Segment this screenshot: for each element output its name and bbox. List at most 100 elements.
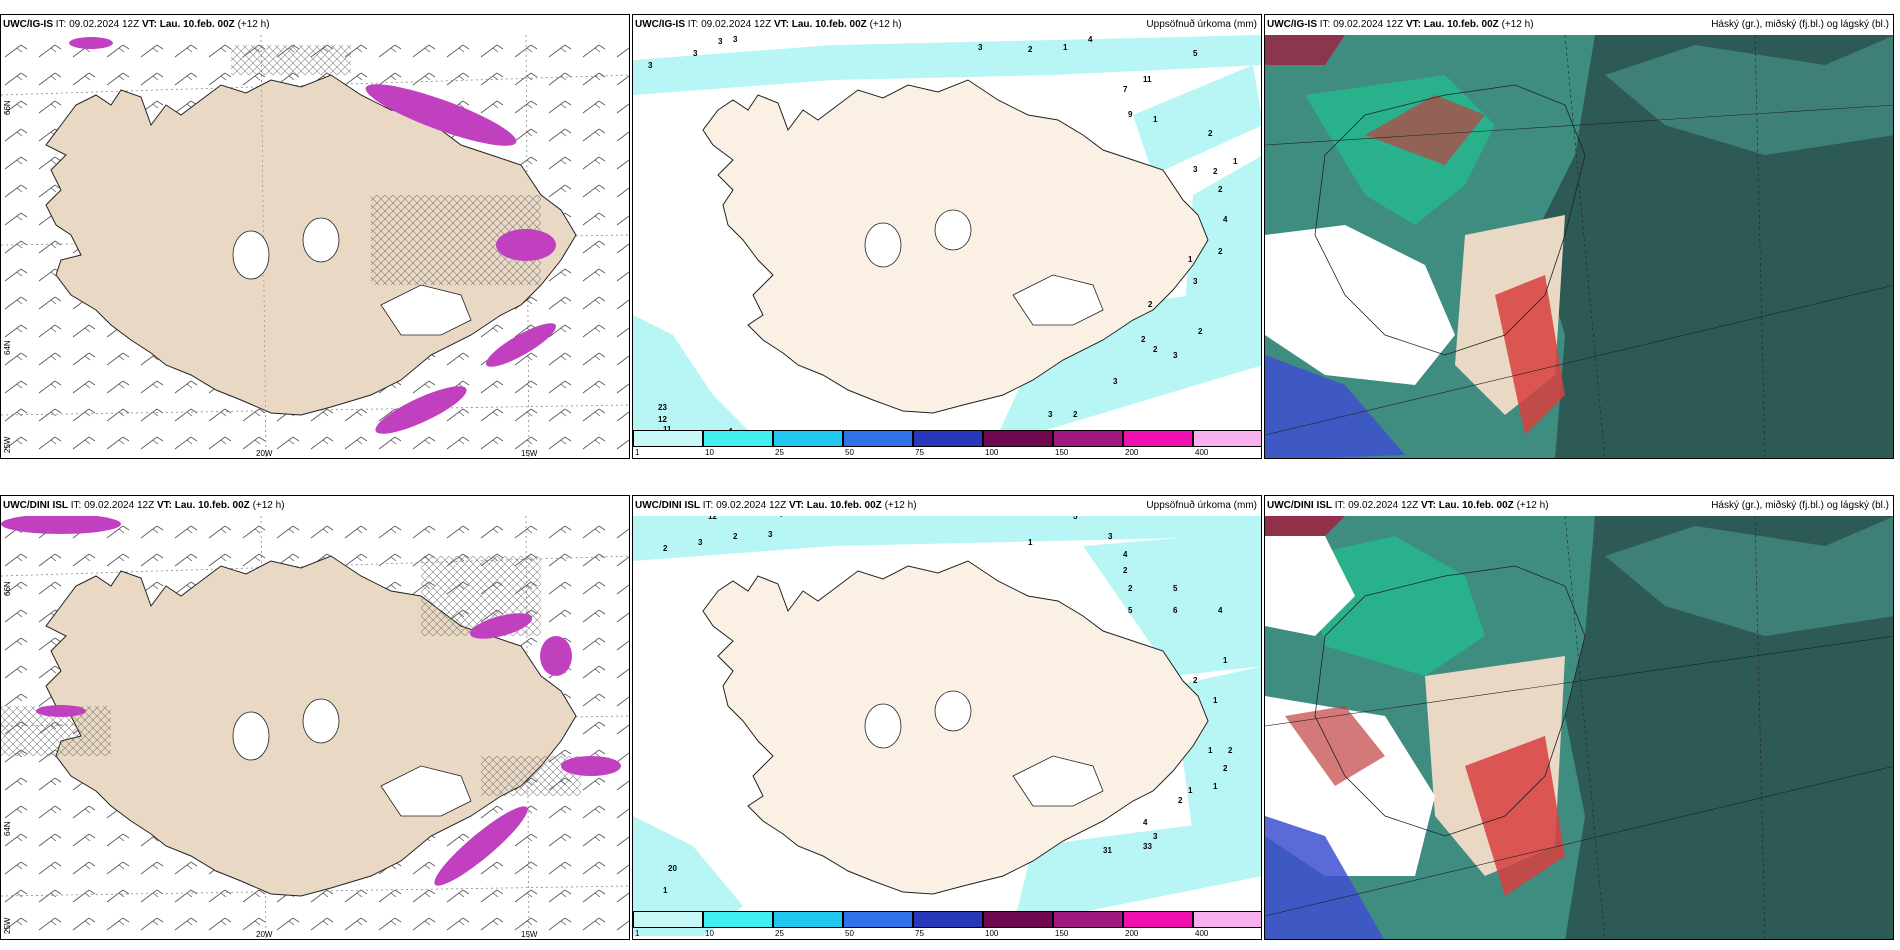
colorbar-swatch bbox=[983, 430, 1053, 447]
colorbar-label: 50 bbox=[845, 448, 854, 457]
lon-label-25w: 25W bbox=[3, 917, 12, 934]
precip-map bbox=[633, 35, 1261, 445]
precip-value: 11 bbox=[663, 425, 671, 434]
colorbar-swatch bbox=[983, 911, 1053, 928]
precip-value: 3 bbox=[718, 37, 723, 46]
it-label: IT: bbox=[1334, 500, 1346, 511]
precip-value: 1 bbox=[1223, 656, 1228, 665]
precip-value: 9 bbox=[1128, 110, 1133, 119]
model-name: UWC/DINI ISL bbox=[635, 500, 700, 511]
lead-time: (+12 h) bbox=[1501, 19, 1534, 30]
colorbar-label: 100 bbox=[985, 448, 999, 457]
precip-value: 31 bbox=[1103, 846, 1112, 855]
wind-map bbox=[1, 516, 629, 939]
precip-value: 33 bbox=[1143, 842, 1152, 851]
colorbar-swatch bbox=[913, 430, 983, 447]
colorbar-swatch bbox=[1193, 430, 1261, 447]
precip-value: 5 bbox=[1073, 512, 1078, 521]
precip-value: 3 bbox=[1193, 165, 1198, 174]
vt-label: VT: bbox=[1420, 500, 1436, 511]
vt-value: Lau. 10.feb. 00Z bbox=[1438, 500, 1514, 511]
precip-value: 2 bbox=[1141, 335, 1146, 344]
precip-value: 5 bbox=[1128, 606, 1133, 615]
precip-value: 4 bbox=[1143, 818, 1148, 827]
colorbar-swatch bbox=[1053, 911, 1123, 928]
it-value: 09.02.2024 12Z bbox=[1348, 500, 1419, 511]
precip-value: 4 bbox=[1223, 215, 1228, 224]
it-value: 09.02.2024 12Z bbox=[701, 19, 772, 30]
vt-label: VT: bbox=[773, 19, 789, 30]
precip-value: 2 bbox=[1218, 185, 1223, 194]
precip-value: 4 bbox=[1088, 35, 1093, 44]
vt-label: VT: bbox=[788, 500, 804, 511]
cloud-title: Háský (gr.), miðský (fj.bl.) og lágský (… bbox=[1711, 500, 1889, 511]
colorbar-swatch bbox=[1123, 430, 1193, 447]
precip-value: 11 bbox=[1143, 75, 1152, 84]
colorbar-label: 1 bbox=[635, 448, 640, 457]
precip-panel-bottom: UWC/DINI ISL IT: 09.02.2024 12Z VT: Lau.… bbox=[632, 495, 1262, 940]
cloud-map bbox=[1265, 516, 1893, 939]
colorbar-label: 200 bbox=[1125, 448, 1139, 457]
precip-value: 1 bbox=[1063, 43, 1068, 52]
precip-value: 5 bbox=[1193, 49, 1198, 58]
precip-value: 2 bbox=[1223, 764, 1228, 773]
precip-value: 20 bbox=[668, 864, 677, 873]
lead-time: (+12 h) bbox=[252, 500, 285, 511]
vt-label: VT: bbox=[141, 19, 157, 30]
precip-value: 2 bbox=[1128, 584, 1133, 593]
lon-label-20w: 20W bbox=[256, 930, 273, 939]
precip-value: 2 bbox=[1153, 345, 1158, 354]
wind-panel-bottom: UWC/DINI ISL IT: 09.02.2024 12Z VT: Lau.… bbox=[0, 495, 630, 940]
precip-value: 2 bbox=[1228, 746, 1233, 755]
precip-value: 2 bbox=[1198, 327, 1203, 336]
precip-value: 1 bbox=[1213, 696, 1218, 705]
lat-label-64n: 64N bbox=[3, 340, 12, 355]
colorbar-label: 400 bbox=[1195, 448, 1209, 457]
precip-value: 6 bbox=[1173, 606, 1178, 615]
lat-label-66n: 66N bbox=[3, 100, 12, 115]
colorbar-label: 25 bbox=[775, 929, 784, 938]
colorbar-label: 75 bbox=[915, 929, 924, 938]
precip-value: 1 bbox=[1153, 115, 1158, 124]
colorbar-label: 10 bbox=[705, 448, 714, 457]
colorbar-label: 100 bbox=[985, 929, 999, 938]
colorbar-swatch bbox=[1053, 430, 1123, 447]
precip-value: 2 bbox=[1178, 796, 1183, 805]
precip-value: 1 bbox=[1233, 157, 1238, 166]
lead-time: (+12 h) bbox=[884, 500, 917, 511]
colorbar-swatch bbox=[1123, 911, 1193, 928]
lat-label-64n: 64N bbox=[3, 821, 12, 836]
lon-label-15w: 15W bbox=[521, 930, 538, 939]
colorbar-label: 150 bbox=[1055, 448, 1069, 457]
colorbar-swatch bbox=[773, 911, 843, 928]
precip-value: 2 bbox=[663, 544, 668, 553]
panel-header: UWC/IG-IS IT: 09.02.2024 12Z VT: Lau. 10… bbox=[1265, 15, 1893, 35]
colorbar-swatch bbox=[633, 911, 703, 928]
precip-value: 3 bbox=[648, 61, 653, 70]
colorbar-label: 25 bbox=[775, 448, 784, 457]
it-value: 09.02.2024 12Z bbox=[84, 500, 155, 511]
lead-time: (+12 h) bbox=[869, 19, 902, 30]
wind-map bbox=[1, 35, 629, 458]
panel-header: UWC/DINI ISL IT: 09.02.2024 12Z VT: Lau.… bbox=[1265, 496, 1893, 516]
precip-value: 3 bbox=[1048, 410, 1053, 419]
precip-value: 4 bbox=[1218, 606, 1223, 615]
precip-value: 3 bbox=[698, 538, 703, 547]
lead-time: (+12 h) bbox=[237, 19, 270, 30]
lead-time: (+12 h) bbox=[1516, 500, 1549, 511]
precip-title: Uppsöfnuð úrkoma (mm) bbox=[1146, 500, 1257, 511]
cloud-title: Háský (gr.), miðský (fj.bl.) og lágský (… bbox=[1711, 19, 1889, 30]
precip-panel-top: UWC/IG-IS IT: 09.02.2024 12Z VT: Lau. 10… bbox=[632, 14, 1262, 459]
precip-value: 3 bbox=[1193, 277, 1198, 286]
colorbar-swatch bbox=[633, 430, 703, 447]
precip-value: 2 bbox=[1148, 300, 1153, 309]
cloud-panel-top: UWC/IG-IS IT: 09.02.2024 12Z VT: Lau. 10… bbox=[1264, 14, 1894, 459]
model-name: UWC/DINI ISL bbox=[1267, 500, 1332, 511]
lon-label-15w: 15W bbox=[521, 449, 538, 458]
precip-map bbox=[633, 516, 1261, 936]
precip-value: 3 bbox=[978, 43, 983, 52]
colorbar-swatch bbox=[703, 911, 773, 928]
precip-value: 2 bbox=[1193, 676, 1198, 685]
colorbar-label: 400 bbox=[1195, 929, 1209, 938]
precip-value: 3 bbox=[1173, 351, 1178, 360]
